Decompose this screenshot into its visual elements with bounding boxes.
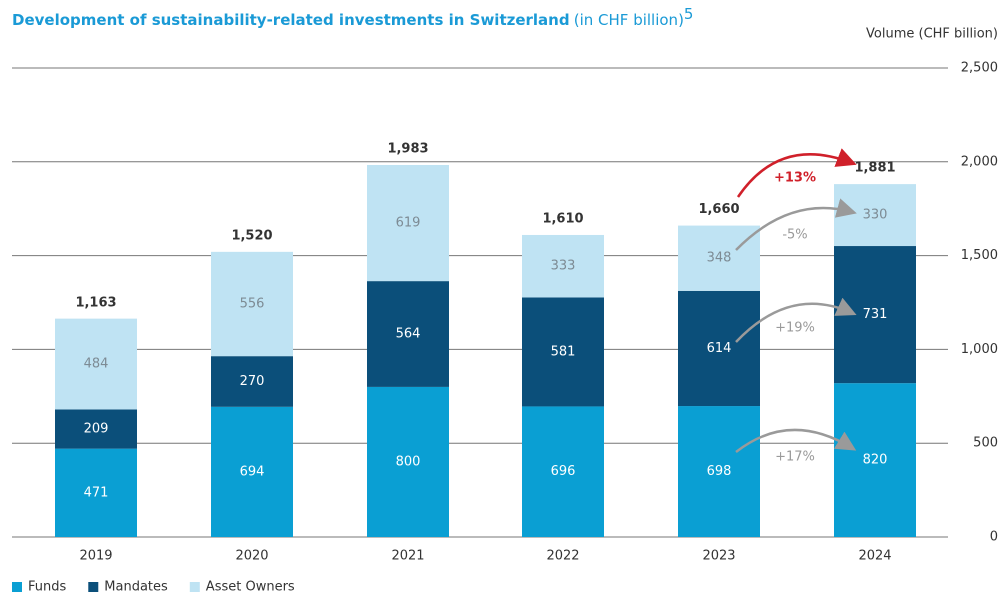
x-tick-label: 2021 [391,549,424,564]
bar-segment [678,225,760,291]
segment-label: 333 [551,259,576,274]
bar-segment [55,318,137,410]
arrow [736,148,857,198]
bar-segment [678,406,760,537]
bar-segment [522,297,604,407]
grid: 0 500 1,000 1,500 2,000 2,500 [12,61,998,545]
total-label: 1,163 [75,295,116,310]
labels: 471 209 484 1,163 2019 694 270 556 1,520 2020 800 5… [12,141,896,592]
total-label: 1,881 [854,161,895,176]
total-label: 1,610 [542,211,583,226]
annotation: +17% [775,450,815,465]
x-tick-label: 2019 [79,549,112,564]
legend-swatch [189,582,200,592]
x-tick-label: 2022 [546,549,579,564]
segment-label: 800 [396,454,421,469]
total-label: 1,660 [698,202,739,217]
segment-label: 484 [84,357,109,372]
bar-segment [367,386,449,537]
segment-label: 698 [707,464,732,479]
bar-segment [211,356,293,407]
bar-segment [834,383,916,537]
segment-label: 581 [551,344,576,359]
y-tick-label: 1,000 [961,342,998,357]
legend-swatch [12,582,22,592]
y-tick-label: 2,000 [961,154,998,169]
segment-label: 731 [863,307,888,322]
bar-segment [522,406,604,537]
bar-segment [678,290,760,407]
annotation: -5% [782,228,807,243]
title-note: 5 [684,5,694,23]
bar-segment [55,409,137,449]
legend-swatch [88,582,99,592]
x-tick-label: 2023 [702,549,735,564]
segment-label: 209 [84,422,109,437]
segment-label: 270 [240,374,265,389]
x-tick-label: 2024 [858,549,891,564]
bar-segment [367,281,449,387]
arrow [735,198,857,251]
arrow [735,297,857,343]
segment-label: 694 [240,464,265,479]
legend-label: Funds [28,580,66,592]
total-label: 1,983 [387,141,428,156]
bars [55,164,916,537]
y-tick-label: 1,500 [961,248,998,263]
annotation: +13% [774,171,816,186]
annotation: +19% [775,321,815,336]
segment-label: 564 [396,327,421,342]
title: Development of sustainability-related in… [12,11,570,29]
y-axis-label: Volume (CHF billion) [866,27,998,42]
segment-label: 330 [863,208,888,223]
segment-label: 820 [863,453,888,468]
segment-label: 348 [707,251,732,266]
x-tick-label: 2020 [235,549,268,564]
total-label: 1,520 [231,228,272,243]
arrow [735,428,857,453]
segment-label: 619 [396,216,421,231]
chart-title: Development of sustainability-related in… [12,5,693,29]
legend-label: Mandates [104,580,168,592]
bar-segment [522,234,604,298]
legend-label: Asset Owners [206,580,295,592]
bar-segment [211,251,293,357]
bar-segment [367,164,449,282]
segment-label: 471 [84,485,109,500]
segment-label: 696 [551,464,576,479]
bar-segment [211,406,293,537]
bar-segment [55,448,137,537]
segment-label: 614 [707,341,732,356]
segment-label: 556 [240,297,265,312]
y-tick-label: 500 [973,436,998,451]
y-tick-label: 2,500 [961,61,998,76]
subtitle: (in CHF billion) [574,11,684,29]
growth-arrows [735,148,857,453]
y-tick-label: 0 [990,530,998,545]
